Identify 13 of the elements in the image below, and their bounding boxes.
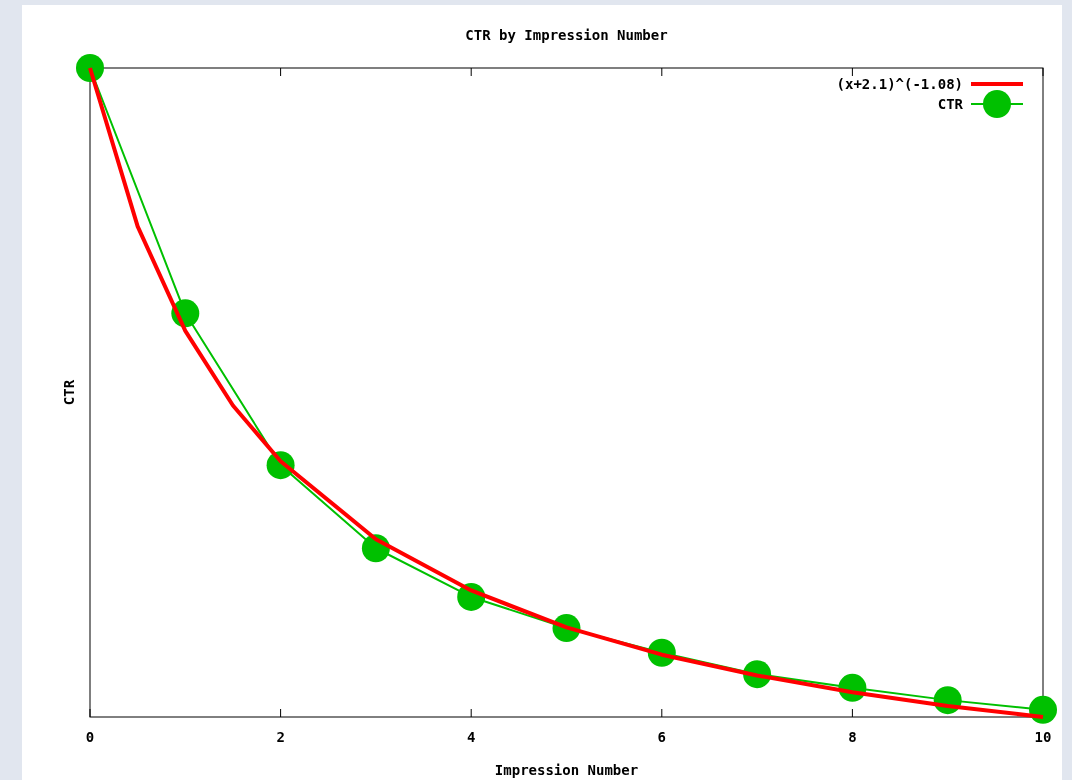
- x-tick-label: 10: [1034, 729, 1052, 745]
- chart-title: CTR by Impression Number: [465, 27, 668, 43]
- x-axis-title: Impression Number: [494, 762, 639, 778]
- x-tick-label: 2: [276, 729, 285, 745]
- x-tick-label: 4: [466, 729, 476, 745]
- x-tick-label: 8: [848, 729, 857, 745]
- legend-label: (x+2.1)^(-1.08): [836, 76, 963, 92]
- x-tick-label: 0: [85, 729, 95, 745]
- y-axis-title: CTR: [61, 379, 77, 406]
- x-tick-label: 6: [657, 729, 667, 745]
- point: [76, 54, 104, 82]
- legend-label: CTR: [937, 96, 964, 112]
- point: [1029, 695, 1057, 724]
